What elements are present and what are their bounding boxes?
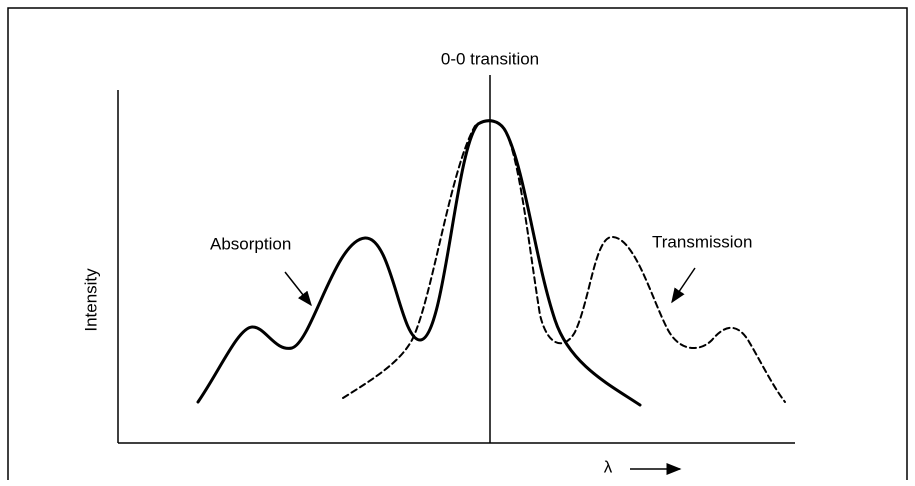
- x-axis-label: λ: [604, 457, 613, 476]
- absorption-curve: [196, 119, 642, 407]
- absorption-label: Absorption: [210, 234, 291, 253]
- transmission-arrow: [671, 267, 696, 304]
- frame: [7, 7, 908, 480]
- transmission-label: Transmission: [652, 232, 752, 251]
- transmission-curve: [342, 119, 786, 403]
- absorption-arrow: [284, 271, 312, 307]
- y-axis-label: Intensity: [81, 268, 100, 332]
- top-label: 0-0 transition: [441, 49, 539, 68]
